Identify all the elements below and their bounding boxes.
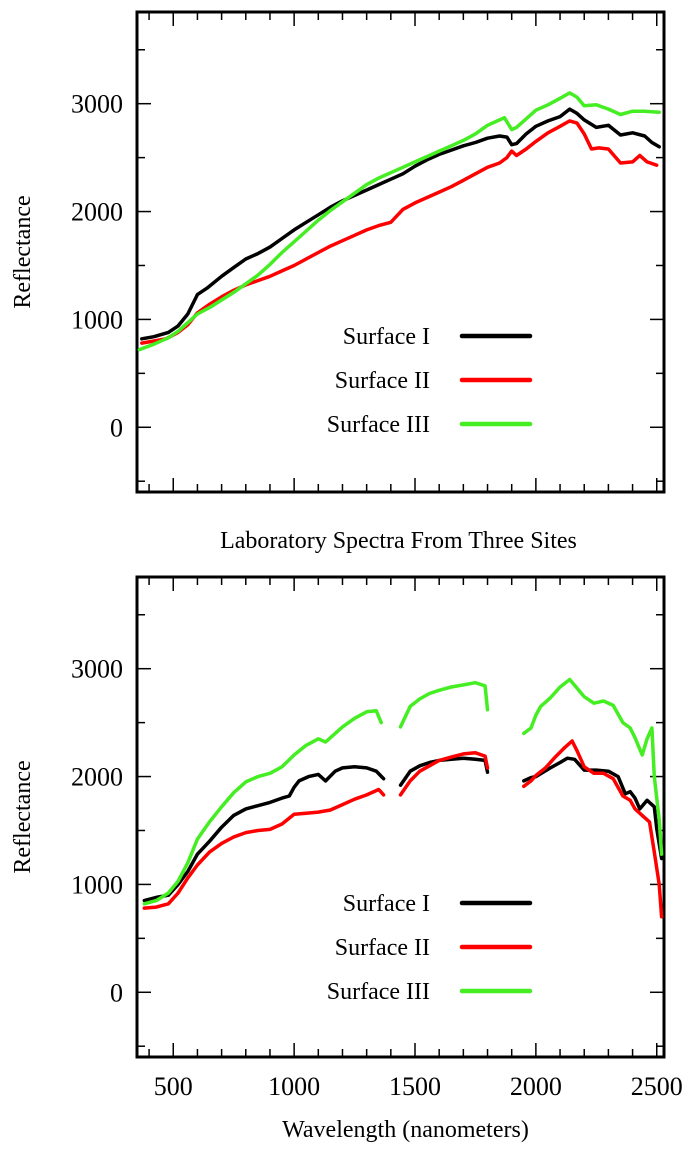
series-line-surface-ii xyxy=(140,119,659,345)
legend-label: Surface II xyxy=(335,935,430,961)
y-tick-label: 0 xyxy=(110,413,123,442)
series-line-surface-ii xyxy=(522,739,664,919)
series-line-surface-iii xyxy=(137,91,661,352)
legend-label: Surface I xyxy=(343,891,430,917)
series-line-surface-i xyxy=(398,756,490,787)
y-axis-label: Reflectance xyxy=(10,760,36,873)
y-tick-label: 1000 xyxy=(71,305,123,334)
series-line-surface-i xyxy=(522,756,664,861)
x-tick-label: 2500 xyxy=(631,1072,683,1101)
y-tick-label: 2000 xyxy=(71,198,123,227)
x-tick-label: 1000 xyxy=(268,1072,320,1101)
bottom-chart-panel: 0 1000 2000 3000 500 1000 1500 2000 2500 Reflecta… xyxy=(10,575,683,1143)
x-axis-label: Wavelength (nanometers) xyxy=(282,1117,529,1143)
legend-label: Surface I xyxy=(343,324,430,350)
chart-caption: Laboratory Spectra From Three Sites xyxy=(220,528,577,554)
top-chart-panel: 0 1000 2000 3000 Reflectance Laboratory Spect… xyxy=(10,10,666,554)
series-line-surface-i xyxy=(142,765,386,903)
y-axis-label: Reflectance xyxy=(10,195,36,308)
series-line-surface-iii xyxy=(142,709,383,906)
legend-label: Surface III xyxy=(327,412,430,438)
y-tick-label: 0 xyxy=(110,978,123,1007)
x-tick-label: 500 xyxy=(154,1072,193,1101)
series-line-surface-i xyxy=(140,107,661,341)
y-tick-label: 1000 xyxy=(71,870,123,899)
legend-label: Surface II xyxy=(335,368,430,394)
plot-frame xyxy=(135,10,666,494)
x-tick-label: 2000 xyxy=(510,1072,562,1101)
y-tick-label: 3000 xyxy=(71,655,123,684)
x-tick-label: 1500 xyxy=(389,1072,441,1101)
legend-label: Surface III xyxy=(327,979,430,1005)
series-line-surface-ii xyxy=(398,751,490,797)
plot-frame xyxy=(135,575,666,1059)
series-line-surface-ii xyxy=(142,787,386,910)
y-tick-label: 3000 xyxy=(71,90,123,119)
series-line-surface-iii xyxy=(522,677,664,856)
y-tick-label: 2000 xyxy=(71,763,123,792)
series-line-surface-iii xyxy=(398,680,490,729)
